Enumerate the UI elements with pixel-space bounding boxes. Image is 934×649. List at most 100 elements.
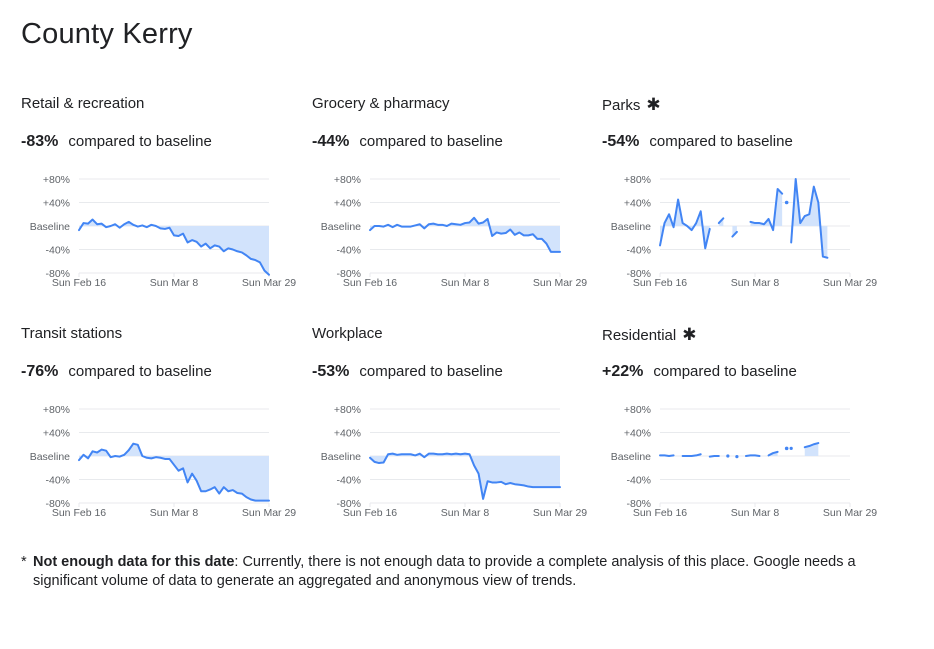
x-tick-label: Sun Mar 8 xyxy=(150,277,199,289)
series-line xyxy=(744,454,761,457)
y-tick-label: +40% xyxy=(334,428,361,440)
y-tick-label: +80% xyxy=(624,404,651,416)
data-point xyxy=(789,446,793,450)
change-percent: +22% xyxy=(602,363,644,380)
not-enough-data-star-icon: ✱ xyxy=(682,325,697,344)
y-tick-label: -40% xyxy=(45,475,70,487)
y-tick-label: +80% xyxy=(624,174,651,186)
x-tick-label: Sun Mar 8 xyxy=(150,507,199,519)
line-chart-transit-stations: +80% +40% Baseline -40% -80%Sun Feb 16 Sun Ma… xyxy=(30,404,297,519)
series-line xyxy=(369,216,561,253)
x-tick-label: Sun Mar 29 xyxy=(823,277,877,289)
chart-title-text: Grocery & pharmacy xyxy=(312,95,450,112)
series-line xyxy=(803,442,820,449)
series-line xyxy=(790,178,829,259)
y-tick-label: +80% xyxy=(43,404,70,416)
series-area xyxy=(370,453,560,499)
series-line xyxy=(749,187,784,232)
series-line xyxy=(78,218,270,276)
series-area xyxy=(804,443,819,456)
y-tick-label: Baseline xyxy=(611,221,651,233)
compared-to-baseline-label: compared to baseline xyxy=(653,363,797,380)
footnote-bold: Not enough data for this date xyxy=(33,554,235,570)
y-tick-label: -80% xyxy=(45,268,70,280)
y-tick-label: Baseline xyxy=(611,451,651,463)
compared-to-baseline-label: compared to baseline xyxy=(649,133,793,150)
series-area xyxy=(79,443,269,501)
x-tick-label: Sun Mar 29 xyxy=(242,277,296,289)
series-area xyxy=(732,226,737,237)
y-tick-label: +40% xyxy=(624,428,651,440)
footnote: * Not enough data for this date: Current… xyxy=(21,553,881,591)
y-tick-label: -80% xyxy=(336,498,361,510)
change-percent: -54% xyxy=(602,133,640,150)
chart-title: Transit stations xyxy=(21,325,122,342)
x-tick-label: Sun Mar 29 xyxy=(533,507,587,519)
change-percent: -83% xyxy=(21,133,59,150)
x-tick-label: Sun Mar 8 xyxy=(731,277,780,289)
y-tick-label: -80% xyxy=(336,268,361,280)
chart-title: Workplace xyxy=(312,325,383,342)
x-tick-label: Sun Mar 29 xyxy=(533,277,587,289)
chart-title: Retail & recreation xyxy=(21,95,144,112)
y-tick-label: -80% xyxy=(626,268,651,280)
series-area xyxy=(79,219,269,275)
x-tick-label: Sun Feb 16 xyxy=(52,277,106,289)
series-area xyxy=(791,179,828,258)
y-tick-label: -40% xyxy=(45,245,70,257)
panel-grocery-pharmacy: Grocery & pharmacy -44% compared to baseli… xyxy=(312,95,602,305)
line-chart-residential: +80% +40% Baseline -40% -80%Sun Feb 16 Sun Ma… xyxy=(611,404,878,519)
compared-to-baseline-label: compared to baseline xyxy=(359,133,503,150)
chart-title-text: Parks xyxy=(602,97,641,114)
x-tick-label: Sun Mar 8 xyxy=(441,277,490,289)
change-summary: -53% compared to baseline xyxy=(312,363,503,381)
compared-to-baseline-label: compared to baseline xyxy=(359,363,503,380)
series-line xyxy=(681,453,702,457)
panel-residential: Residential ✱ +22% compared to baseline +80%… xyxy=(602,325,892,535)
change-summary: -76% compared to baseline xyxy=(21,363,212,381)
y-tick-label: +40% xyxy=(624,198,651,210)
x-tick-label: Sun Feb 16 xyxy=(52,507,106,519)
line-chart-grocery-pharmacy: +80% +40% Baseline -40% -80%Sun Feb 16 Sun Ma… xyxy=(321,174,588,289)
change-summary: -83% compared to baseline xyxy=(21,133,212,151)
panel-transit-stations: Transit stations -76% compared to baseline… xyxy=(21,325,311,535)
y-tick-label: Baseline xyxy=(321,221,361,233)
series-line xyxy=(78,442,270,502)
chart-title-text: Retail & recreation xyxy=(21,95,145,112)
x-tick-label: Sun Feb 16 xyxy=(633,507,687,519)
chart-title: Residential ✱ xyxy=(602,325,696,345)
y-tick-label: +80% xyxy=(334,174,361,186)
y-tick-label: -40% xyxy=(626,245,651,257)
series-line xyxy=(659,198,711,250)
y-tick-label: +40% xyxy=(334,198,361,210)
data-point xyxy=(784,446,789,451)
page-title: County Kerry xyxy=(21,18,193,50)
series-line xyxy=(731,230,738,238)
x-tick-label: Sun Mar 29 xyxy=(823,507,877,519)
y-tick-label: -80% xyxy=(45,498,70,510)
y-tick-label: +80% xyxy=(43,174,70,186)
change-percent: -76% xyxy=(21,363,59,380)
data-point xyxy=(784,200,789,205)
x-tick-label: Sun Feb 16 xyxy=(633,277,687,289)
y-tick-label: Baseline xyxy=(30,221,70,233)
series-area xyxy=(370,217,560,252)
compared-to-baseline-label: compared to baseline xyxy=(68,133,212,150)
change-percent: -44% xyxy=(312,133,350,150)
y-tick-label: -40% xyxy=(336,245,361,257)
series-line xyxy=(717,217,725,225)
series-line xyxy=(369,452,561,500)
series-line xyxy=(767,450,779,457)
change-summary: -54% compared to baseline xyxy=(602,133,793,151)
y-tick-label: +80% xyxy=(334,404,361,416)
compared-to-baseline-label: compared to baseline xyxy=(68,363,212,380)
x-tick-label: Sun Feb 16 xyxy=(343,277,397,289)
x-tick-label: Sun Mar 8 xyxy=(731,507,780,519)
y-tick-label: +40% xyxy=(43,198,70,210)
y-tick-label: Baseline xyxy=(321,451,361,463)
chart-title-text: Residential xyxy=(602,327,677,344)
y-tick-label: Baseline xyxy=(30,451,70,463)
y-tick-label: -40% xyxy=(626,475,651,487)
y-tick-label: -80% xyxy=(626,498,651,510)
panel-workplace: Workplace -53% compared to baseline +80% +40… xyxy=(312,325,602,535)
